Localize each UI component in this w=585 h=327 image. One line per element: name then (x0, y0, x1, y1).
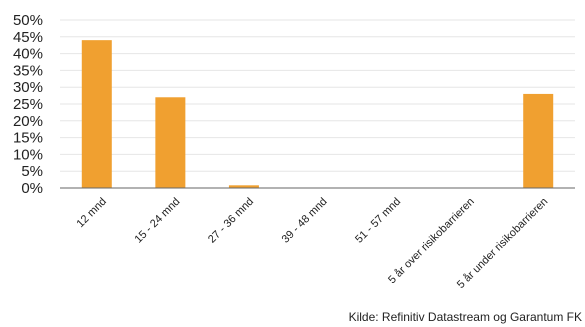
y-tick-label: 45% (13, 29, 43, 46)
x-tick-label: 39 - 48 mnd (280, 196, 330, 246)
y-tick-label: 25% (13, 96, 43, 113)
gridlines (60, 19, 575, 172)
bar (155, 97, 186, 188)
source-note: Kilde: Refinitiv Datastream og Garantum … (348, 310, 582, 324)
bar (228, 185, 259, 188)
x-tick-label: 5 år over risikobarrieren (386, 196, 477, 287)
y-tick-label: 10% (13, 146, 43, 163)
y-tick-label: 15% (13, 130, 43, 147)
y-tick-label: 5% (21, 163, 43, 180)
y-tick-label: 40% (13, 46, 43, 63)
x-tick-label: 12 mnd (74, 196, 108, 230)
bars (81, 40, 554, 188)
y-axis: 0%5%10%15%20%25%30%35%40%45%50% (13, 12, 43, 197)
y-tick-label: 30% (13, 79, 43, 96)
y-tick-label: 20% (13, 113, 43, 130)
bar (523, 93, 554, 188)
y-tick-label: 0% (21, 180, 43, 197)
bar (81, 40, 112, 188)
x-axis-labels: 12 mnd 15 - 24 mnd 27 - 36 mnd 39 - 48 mnd 5… (74, 196, 550, 291)
x-tick-label: 27 - 36 mnd (206, 196, 256, 246)
x-tick-label: 51 - 57 mnd (353, 196, 403, 246)
y-tick-label: 35% (13, 62, 43, 79)
y-tick-label: 50% (13, 12, 43, 29)
x-tick-label: 15 - 24 mnd (132, 196, 182, 246)
